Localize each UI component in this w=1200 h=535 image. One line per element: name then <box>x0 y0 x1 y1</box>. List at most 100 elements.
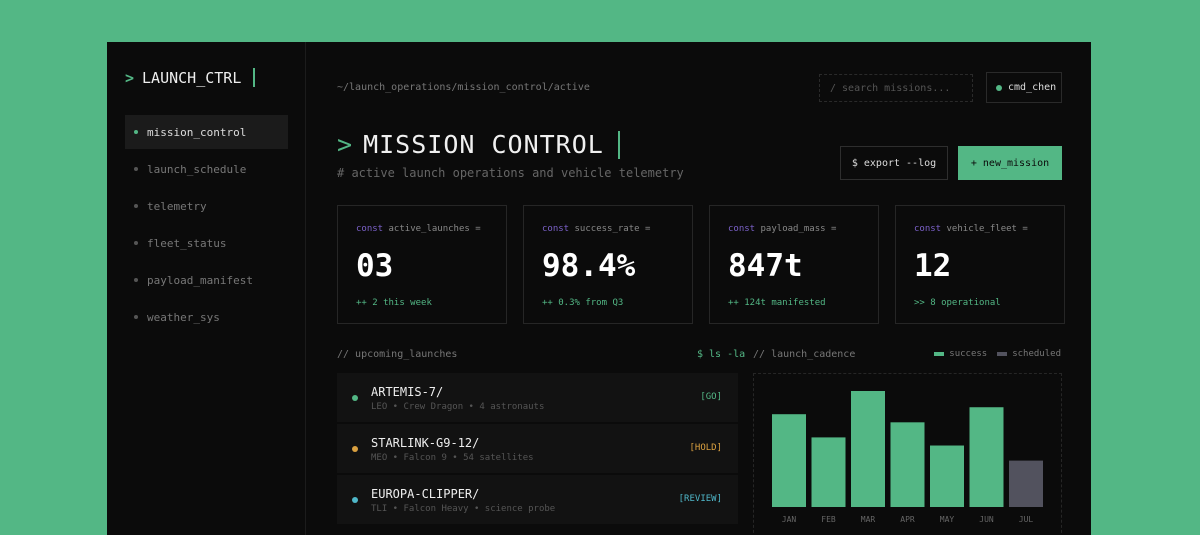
launch-meta: TLI • Falcon Heavy • science probe <box>371 504 556 514</box>
launch-meta: MEO • Falcon 9 • 54 satellites <box>371 453 534 463</box>
bullet-icon <box>134 167 138 171</box>
bar-apr <box>890 422 925 507</box>
launch-cadence-chart: JAN FEB MAR APR MAY JUN JUL <box>753 373 1062 535</box>
breadcrumb: ~/launch_operations/mission_control/acti… <box>337 82 590 93</box>
launch-list: ARTEMIS-7/LEO • Crew Dragon • 4 astronau… <box>337 373 738 526</box>
sidebar-item-payload-manifest[interactable]: payload_manifest <box>125 263 288 297</box>
legend-scheduled: scheduled <box>997 349 1061 359</box>
stat-name: success_rate = <box>574 224 651 234</box>
sidebar-item-launch-schedule[interactable]: launch_schedule <box>125 152 288 186</box>
bar-jun <box>969 407 1004 507</box>
bar-jul <box>1009 460 1043 507</box>
stat-value: 847t <box>728 248 803 284</box>
status-dot-icon <box>352 446 358 452</box>
launch-row[interactable]: STARLINK-G9-12/MEO • Falcon 9 • 54 satel… <box>337 424 738 473</box>
stat-label: const success_rate = <box>542 224 674 234</box>
sidebar-item-label: launch_schedule <box>147 162 247 176</box>
sidebar-item-label: telemetry <box>147 199 207 213</box>
sidebar-item-label: mission_control <box>147 125 247 139</box>
bullet-icon <box>134 315 138 319</box>
stat-delta: ++ 2 this week <box>356 298 432 308</box>
stat-keyword: const <box>356 224 384 234</box>
success-swatch-icon <box>934 351 945 356</box>
x-tick-label: APR <box>900 515 915 524</box>
main: ~/launch_operations/mission_control/acti… <box>337 42 1065 535</box>
launch-cadence-heading: // launch_cadence <box>753 349 856 360</box>
x-tick-label: JUN <box>979 515 994 524</box>
sidebar-item-telemetry[interactable]: telemetry <box>125 189 288 223</box>
launch-name: STARLINK-G9-12/ <box>371 436 480 450</box>
legend-success: success <box>934 349 987 359</box>
export-log-button[interactable]: $ export --log <box>840 146 948 180</box>
logo-text: LAUNCH_CTRL <box>142 68 242 87</box>
stat-keyword: const <box>914 224 942 234</box>
page-title: > MISSION CONTROL <box>337 130 620 159</box>
stats-row: const active_launches = 03 ++ 2 this week c… <box>337 205 1065 324</box>
prompt-icon: > <box>125 68 135 87</box>
cursor-icon <box>617 130 620 159</box>
legend-label: scheduled <box>1012 349 1061 359</box>
cursor-icon <box>253 68 256 87</box>
sidebar-item-label: weather_sys <box>147 310 220 324</box>
bar-mar <box>851 391 885 507</box>
stat-card: const success_rate = 98.4% ++ 0.3% from Q3 <box>523 205 693 324</box>
bullet-icon <box>134 130 138 134</box>
stat-delta: ++ 0.3% from Q3 <box>542 298 624 308</box>
stat-card: const payload_mass = 847t ++ 124t manifest… <box>709 205 879 324</box>
page-subtitle: # active launch operations and vehicle t… <box>337 166 684 180</box>
launch-row[interactable]: EUROPA-CLIPPER/TLI • Falcon Heavy • scie… <box>337 475 738 524</box>
status-dot-icon <box>352 395 358 401</box>
x-tick-label: MAY <box>940 515 955 524</box>
username: cmd_chen <box>1008 82 1057 93</box>
prompt-icon: > <box>337 130 354 159</box>
x-tick-label: FEB <box>821 515 836 524</box>
status-dot-icon <box>352 497 358 503</box>
stat-card: const vehicle_fleet = 12 >> 8 operational <box>895 205 1065 324</box>
sidebar-item-mission-control[interactable]: mission_control <box>125 115 288 149</box>
launch-name: EUROPA-CLIPPER/ <box>371 487 480 501</box>
status-badge: [HOLD] <box>689 443 722 453</box>
stat-label: const payload_mass = <box>728 224 860 234</box>
logo: > LAUNCH_CTRL <box>125 68 256 87</box>
stat-name: vehicle_fleet = <box>946 224 1028 234</box>
search-input[interactable]: / search missions... <box>819 74 973 102</box>
sidebar-item-label: payload_manifest <box>147 273 253 287</box>
x-tick-label: JAN <box>782 515 797 524</box>
x-tick-label: JUL <box>1019 515 1034 524</box>
online-dot-icon <box>996 84 1002 91</box>
launch-name: ARTEMIS-7/ <box>371 385 444 399</box>
launch-row[interactable]: ARTEMIS-7/LEO • Crew Dragon • 4 astronau… <box>337 373 738 422</box>
stat-label: const vehicle_fleet = <box>914 224 1046 234</box>
stat-value: 98.4% <box>542 248 636 284</box>
scheduled-swatch-icon <box>997 351 1008 356</box>
ls-command-link[interactable]: $ ls -la <box>697 349 746 360</box>
sidebar-item-weather-sys[interactable]: weather_sys <box>125 300 288 334</box>
bullet-icon <box>134 241 138 245</box>
user-badge[interactable]: cmd_chen <box>986 72 1062 103</box>
stat-value: 12 <box>914 248 952 284</box>
title-text: MISSION CONTROL <box>363 130 604 159</box>
app-window: > LAUNCH_CTRL mission_control launch_sched… <box>107 42 1091 535</box>
launch-meta: LEO • Crew Dragon • 4 astronauts <box>371 402 545 412</box>
bullet-icon <box>134 204 138 208</box>
sidebar-nav: mission_control launch_schedule telemetry f… <box>125 115 288 337</box>
status-badge: [GO] <box>700 392 722 402</box>
stat-label: const active_launches = <box>356 224 488 234</box>
bullet-icon <box>134 278 138 282</box>
upcoming-launches-heading: // upcoming_launches <box>337 349 458 360</box>
stat-delta: >> 8 operational <box>914 298 1001 308</box>
chart-legend: success scheduled <box>934 349 1061 359</box>
stat-name: active_launches = <box>388 224 481 234</box>
bar-chart: JAN FEB MAR APR MAY JUN JUL <box>772 391 1043 524</box>
stat-keyword: const <box>728 224 756 234</box>
bar-feb <box>811 437 846 507</box>
stat-keyword: const <box>542 224 570 234</box>
sidebar-item-fleet-status[interactable]: fleet_status <box>125 226 288 260</box>
status-badge: [REVIEW] <box>678 494 722 504</box>
bar-jan <box>772 414 806 507</box>
stat-name: payload_mass = <box>760 224 837 234</box>
sidebar-item-label: fleet_status <box>147 236 227 250</box>
sidebar: > LAUNCH_CTRL mission_control launch_sched… <box>107 42 306 535</box>
stat-value: 03 <box>356 248 394 284</box>
new-mission-button[interactable]: + new_mission <box>958 146 1062 180</box>
